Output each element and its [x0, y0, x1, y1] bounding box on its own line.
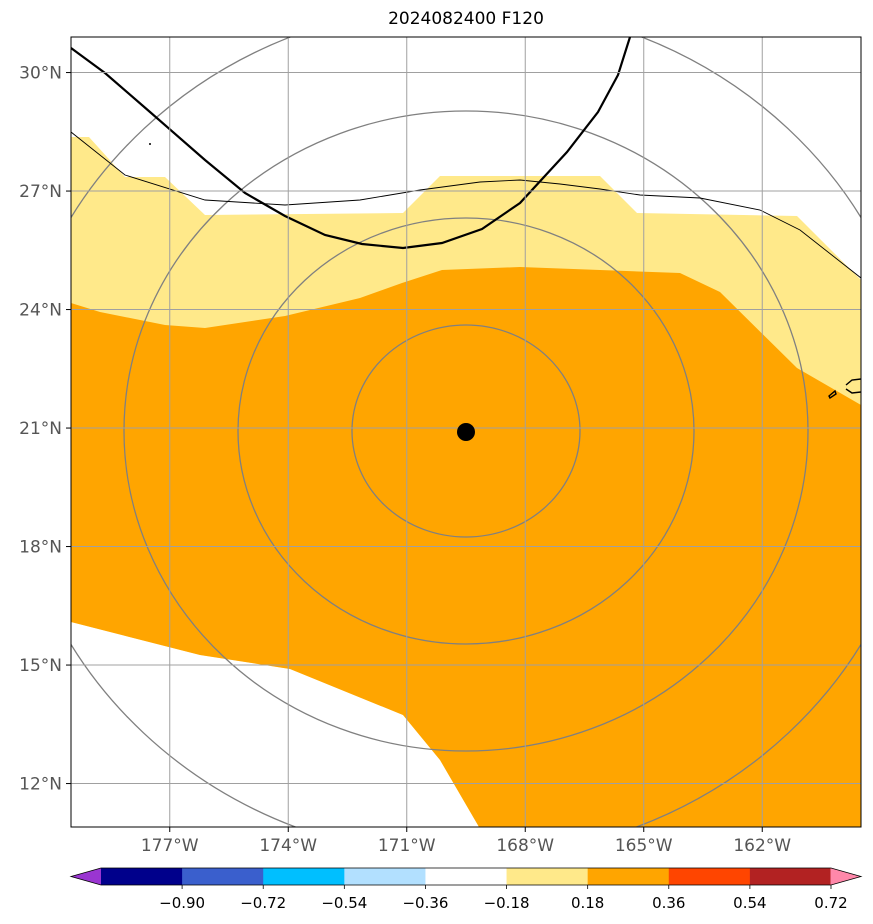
plot-frame	[70, 36, 862, 828]
colorbar: −0.90 −0.72 −0.54 −0.36 −0.18 0.18 0.36 0.54 0.7…	[69, 867, 863, 912]
colorbar-label: −0.18	[484, 894, 530, 912]
colorbar-segment	[425, 868, 508, 885]
thick-contour	[71, 37, 632, 250]
colorbar-label: 0.36	[652, 894, 685, 912]
lat-tick-label: 24°N	[19, 301, 62, 321]
island-shape	[828, 389, 837, 400]
colorbar-label: −0.36	[402, 894, 448, 912]
colorbar-segment	[182, 868, 264, 885]
lon-tick-label: 171°W	[378, 836, 436, 856]
lat-tick-label: 18°N	[19, 538, 62, 558]
lon-tick-label: 177°W	[141, 836, 199, 856]
colorbar-segment	[587, 868, 670, 885]
colorbar-label: −0.54	[321, 894, 367, 912]
center-marker	[457, 423, 475, 441]
colorbar-segment	[101, 868, 183, 885]
lon-tick-label: 165°W	[615, 836, 673, 856]
lat-tick-label: 30°N	[19, 64, 62, 84]
ring-1	[351, 324, 581, 538]
ring-3	[123, 110, 809, 752]
colorbar-segment	[506, 868, 589, 885]
lon-tick-label: 168°W	[496, 836, 554, 856]
colorbar-label: 0.54	[733, 894, 766, 912]
colorbar-label: −0.90	[159, 894, 205, 912]
distance-rings	[71, 37, 861, 827]
colorbar-label: 0.72	[814, 894, 847, 912]
colorbar-extend-high	[830, 868, 861, 885]
lat-tick-label: 27°N	[19, 182, 62, 202]
lon-tick-label: 174°W	[259, 836, 317, 856]
map-layers	[71, 37, 861, 827]
colorbar-segment	[668, 868, 751, 885]
colorbar-label: −0.72	[240, 894, 286, 912]
thin-contour	[71, 131, 861, 279]
colorbar-segment	[344, 868, 426, 885]
islet-dot	[149, 143, 151, 145]
longitude-axis: 177°W 174°W 171°W 168°W 165°W 162°W	[141, 827, 791, 856]
colorbar-extend-low	[71, 868, 102, 885]
latitude-axis: 30°N 27°N 24°N 21°N 18°N 15°N 12°N	[19, 64, 71, 795]
colorbar-segment	[263, 868, 345, 885]
chart-title: 2024082400 F120	[388, 9, 544, 29]
lat-tick-label: 12°N	[19, 775, 62, 795]
colorbar-segment	[749, 868, 832, 885]
ring-2	[237, 217, 695, 645]
lat-tick-label: 21°N	[19, 419, 62, 439]
colorbar-outline	[69, 867, 863, 886]
lon-tick-label: 162°W	[733, 836, 791, 856]
island-shape-east	[845, 378, 861, 394]
lat-tick-label: 15°N	[19, 656, 62, 676]
colorbar-label: 0.18	[571, 894, 604, 912]
